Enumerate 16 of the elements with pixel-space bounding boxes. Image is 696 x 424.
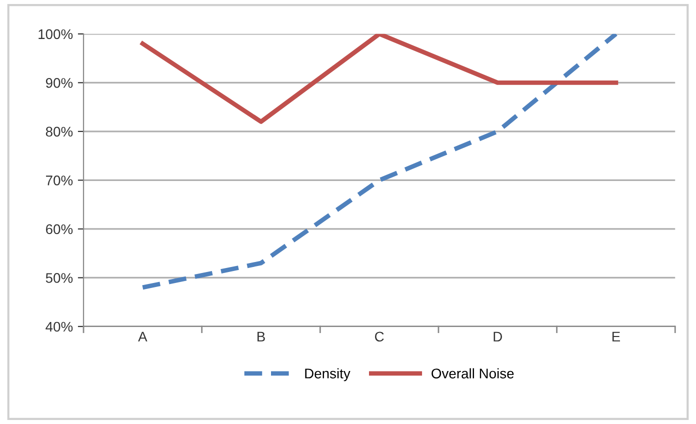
line-series xyxy=(140,34,618,124)
y-tick-label: 70% xyxy=(46,176,73,186)
x-tick-label: A xyxy=(138,332,148,342)
y-tick-label: 90% xyxy=(46,78,73,88)
x-tick-label: C xyxy=(375,332,384,342)
x-tick-label: B xyxy=(258,332,265,342)
legend-label: Density xyxy=(305,368,350,382)
y-tick-label: 80% xyxy=(46,126,73,137)
y-tick-label: 40% xyxy=(46,322,73,332)
x-tick-label: E xyxy=(612,332,620,342)
line-series xyxy=(140,34,618,290)
y-tick-label: 60% xyxy=(46,224,73,234)
legend-label: Overall Noise xyxy=(432,368,514,378)
x-tick-label: D xyxy=(494,332,502,342)
y-tick-label: 100% xyxy=(38,29,73,40)
y-tick-label: 50% xyxy=(46,273,73,283)
